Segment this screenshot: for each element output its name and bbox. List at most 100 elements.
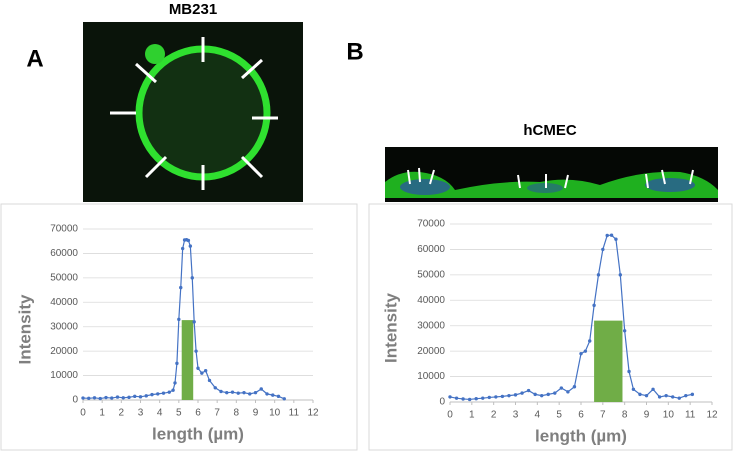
data-point [627,369,631,374]
x-tick-label: 0 [80,408,86,419]
y-tick-label: 70000 [50,224,78,235]
x-tick-label: 5 [176,408,182,419]
data-point [592,303,596,308]
y-tick-label: 20000 [50,346,78,357]
data-point [207,378,212,383]
data-point [614,237,618,241]
data-point [276,394,281,399]
data-point [513,393,518,397]
data-point [448,395,452,399]
data-point [684,393,688,398]
data-point [690,392,695,397]
y-tick-label: 30000 [417,320,445,331]
data-point [144,394,148,398]
chart-frame [368,203,733,451]
data-point [196,366,200,370]
x-tick-label: 4 [157,408,163,419]
x-tick-label: 9 [253,408,259,419]
data-point [677,396,681,400]
data-point [601,247,605,252]
y-tick-label: 50000 [417,269,445,280]
x-tick-label: 9 [644,410,650,421]
data-point [98,396,102,401]
x-tick-label: 2 [119,408,125,419]
data-point [474,396,478,401]
y-tick-label: 40000 [50,297,78,308]
data-point [188,244,193,248]
x-tick-label: 12 [307,408,319,419]
data-point [520,391,524,395]
data-point [190,276,194,280]
data-point [92,396,97,400]
data-point [213,386,217,390]
y-axis-label: Intensity [15,294,34,364]
x-axis-label: length (µm) [535,426,627,445]
data-point [631,387,636,391]
data-point [622,329,627,333]
data-point [657,395,662,399]
data-point [127,395,131,400]
y-tick-label: 60000 [417,244,445,255]
data-point [609,233,614,237]
data-point [579,351,583,356]
x-tick-label: 11 [289,408,300,419]
data-point [179,285,183,290]
data-point [186,238,191,243]
data-point [175,361,179,366]
image-title: hCMEC [523,122,576,139]
data-point [87,396,91,400]
data-point [559,386,564,390]
data-point [638,392,642,397]
data-point [171,388,175,392]
y-tick-label: 10000 [417,371,445,382]
data-point [236,391,240,395]
x-tick-label: 11 [685,410,696,421]
data-point [194,349,198,353]
data-point [265,392,269,396]
data-point [588,339,592,343]
image-a [83,22,303,202]
x-tick-label: 3 [138,408,144,419]
x-tick-label: 6 [195,408,201,419]
x-tick-label: 6 [578,410,584,421]
data-point [461,397,465,401]
x-axis-label: length (µm) [152,424,244,443]
image-title: MB231 [169,1,217,18]
panel-label: B [346,38,363,65]
x-tick-label: 5 [556,410,562,421]
data-point [533,392,537,397]
data-point [200,371,204,375]
data-point [121,396,125,400]
data-point [454,396,459,400]
data-point [271,393,275,397]
x-tick-label: 7 [214,408,220,419]
data-point [115,395,120,399]
data-point [259,387,263,391]
data-point [546,392,550,397]
chart-frame [0,203,358,451]
data-point [177,317,181,322]
data-point [572,385,577,389]
data-point [487,395,491,400]
x-tick-label: 10 [269,408,281,419]
data-point [156,392,160,396]
x-tick-label: 1 [99,408,105,419]
x-tick-label: 3 [513,410,519,421]
data-point [110,396,114,400]
data-point [180,246,185,251]
panel-label: A [26,45,43,72]
data-point [225,390,229,395]
data-point [500,394,505,399]
image-b [385,147,718,202]
data-point [644,393,649,398]
data-point [507,393,511,398]
data-point [167,390,171,394]
data-point [253,390,258,395]
x-tick-label: 8 [622,410,628,421]
data-point [540,393,544,398]
data-point [494,395,498,399]
y-tick-label: 20000 [417,346,445,357]
y-tick-label: 30000 [50,321,78,332]
data-point [605,233,609,238]
